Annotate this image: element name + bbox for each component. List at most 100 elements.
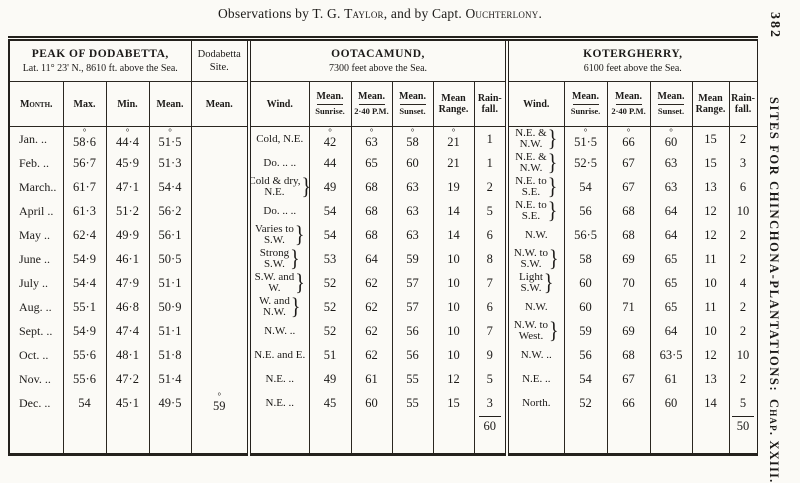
wind-cell-ootacamund: N.E. .. <box>247 391 309 415</box>
afternoon-cell-ootacamund: 60 <box>350 391 392 415</box>
table-body: Jan. .. ° 58·6 ° 44·4 ° 51·5 Cold, N.E. ° 42 ° 63 ° 5… <box>8 126 758 455</box>
rainfall-cell-ootacamund: 5 <box>473 367 508 391</box>
afternoon-cell-kotergherry: 67 <box>606 175 651 199</box>
sunrise-cell-ootacamund: 51 <box>308 343 351 367</box>
sunset-cell-kotergherry: 63 <box>649 151 693 175</box>
afternoon-cell-ootacamund: 68 <box>350 199 392 223</box>
rainfall-cell-ootacamund: 1 <box>473 126 508 151</box>
wind-description: Cold & dry,N.E.} <box>253 175 309 198</box>
range-cell-ootacamund: 21 <box>432 151 474 175</box>
max-cell: 54·4 <box>62 271 106 295</box>
page-number: 382 <box>767 12 782 39</box>
range-cell-kotergherry: 11 <box>691 247 730 271</box>
wind-cell-ootacamund: S.W. and W.} <box>247 271 309 295</box>
wind-description: N.W. to West.} <box>513 319 559 343</box>
sunset-cell-ootacamund: 57 <box>391 295 433 319</box>
col-header-site-mean: Mean. <box>190 81 249 127</box>
site-mean-cell: ° 59 <box>190 391 249 415</box>
wind-description: N.W. <box>524 228 548 241</box>
month-cell: March.. <box>8 175 63 199</box>
afternoon-cell-kotergherry: 71 <box>606 295 651 319</box>
sunrise-cell-kotergherry: 52·5 <box>563 151 608 175</box>
site-mean-cell <box>190 247 249 271</box>
brace-glyph: } <box>549 247 559 271</box>
month-cell: July .. <box>8 271 63 295</box>
sunset-cell-ootacamund: 63 <box>391 223 433 247</box>
max-cell: 55·6 <box>62 343 106 367</box>
range-cell-kotergherry: 13 <box>691 367 730 391</box>
afternoon-cell-ootacamund: 64 <box>350 247 392 271</box>
wind-cell-ootacamund: Strong S.W.} <box>247 247 309 271</box>
empty-cell <box>505 415 565 455</box>
afternoon-cell-ootacamund: 68 <box>350 175 392 199</box>
rainfall-cell-kotergherry: 2 <box>728 223 758 247</box>
degree-mark: ° <box>125 127 130 137</box>
col-header-sunrise-kotergherry: Mean. Sunrise. <box>563 81 608 127</box>
site-mean-cell <box>190 175 249 199</box>
min-cell: 45·9 <box>105 151 149 175</box>
mean-cell: 50·9 <box>148 295 191 319</box>
site-mean-cell <box>190 151 249 175</box>
col-header-sunset-kotergherry: Mean. Sunset. <box>649 81 693 127</box>
max-cell: 62·4 <box>62 223 106 247</box>
sunrise-cell-ootacamund: 49 <box>308 367 351 391</box>
wind-description: N.E. .. <box>522 372 551 385</box>
max-cell: 61·3 <box>62 199 106 223</box>
rainfall-cell-kotergherry: 10 <box>728 199 758 223</box>
empty-cell <box>350 415 392 455</box>
site-mean-cell <box>190 271 249 295</box>
sunset-cell-kotergherry: 64 <box>649 319 693 343</box>
wind-cell-kotergherry: N.W. <box>505 223 565 247</box>
brace-glyph: } <box>547 199 558 223</box>
min-cell: 51·2 <box>105 199 149 223</box>
empty-cell <box>148 415 191 455</box>
rainfall-cell-ootacamund: 6 <box>473 295 508 319</box>
sunrise-cell-ootacamund: 45 <box>308 391 351 415</box>
sunset-cell-kotergherry: 65 <box>649 247 693 271</box>
rainfall-cell-ootacamund: 8 <box>473 247 508 271</box>
max-cell: 55·6 <box>62 367 106 391</box>
col-header-afternoon-ootacamund: Mean. 2·40 P.M. <box>350 81 392 127</box>
min-cell: 47·2 <box>105 367 149 391</box>
site-mean-cell <box>190 343 249 367</box>
sunrise-cell-kotergherry: 54 <box>563 367 608 391</box>
rainfall-cell-kotergherry: 2 <box>728 247 758 271</box>
brace-glyph: } <box>547 151 558 175</box>
range-cell-kotergherry: 11 <box>691 295 730 319</box>
group-subtitle: Site. <box>209 62 229 73</box>
max-cell: 61·7 <box>62 175 106 199</box>
col-header-sunrise-ootacamund: Mean. Sunrise. <box>308 81 351 127</box>
degree-mark: ° <box>369 127 374 137</box>
max-cell: 54 <box>62 391 106 415</box>
rainfall-cell-kotergherry: 6 <box>728 175 758 199</box>
rainfall-cell-kotergherry: 3 <box>728 151 758 175</box>
group-header-row: PEAK OF DODABETTA, Lat. 11° 23' N., 8610… <box>8 38 758 82</box>
observations-table: PEAK OF DODABETTA, Lat. 11° 23' N., 8610… <box>8 36 758 456</box>
group-subtitle: Lat. 11° 23' N., 8610 ft. above the Sea. <box>22 63 178 74</box>
col-header-range-kotergherry: Mean Range. <box>691 81 730 127</box>
sunset-cell-kotergherry: 61 <box>649 367 693 391</box>
wind-cell-ootacamund: Varies to S.W.} <box>247 223 309 247</box>
sunrise-cell-ootacamund: 54 <box>308 199 351 223</box>
brace-glyph: } <box>294 223 305 247</box>
wind-description: Cold, N.E. <box>256 132 304 145</box>
table-row: June .. 54·9 46·1 50·5 Strong S.W.} 53 64 59 10 8 N… <box>8 247 758 271</box>
wind-description: N.W. to S.W.} <box>513 247 559 271</box>
afternoon-cell-ootacamund: 62 <box>350 319 392 343</box>
site-mean-cell <box>190 223 249 247</box>
empty-cell <box>190 415 249 455</box>
site-mean-cell <box>190 367 249 391</box>
empty-cell <box>606 415 651 455</box>
range-cell-ootacamund: ° 21 <box>432 126 474 151</box>
afternoon-cell-kotergherry: 68 <box>606 199 651 223</box>
range-cell-ootacamund: 15 <box>432 391 474 415</box>
col-header-mean: Mean. <box>148 81 191 127</box>
wind-description: N.W. .. <box>520 348 552 361</box>
degree-mark: ° <box>451 127 456 137</box>
afternoon-cell-kotergherry: 67 <box>606 151 651 175</box>
rainfall-total-ootacamund: 60 <box>473 415 508 455</box>
mean-cell: 51·1 <box>148 319 191 343</box>
sunset-cell-ootacamund: 60 <box>391 151 433 175</box>
range-cell-kotergherry: 12 <box>691 343 730 367</box>
total-value: 50 <box>731 416 755 433</box>
